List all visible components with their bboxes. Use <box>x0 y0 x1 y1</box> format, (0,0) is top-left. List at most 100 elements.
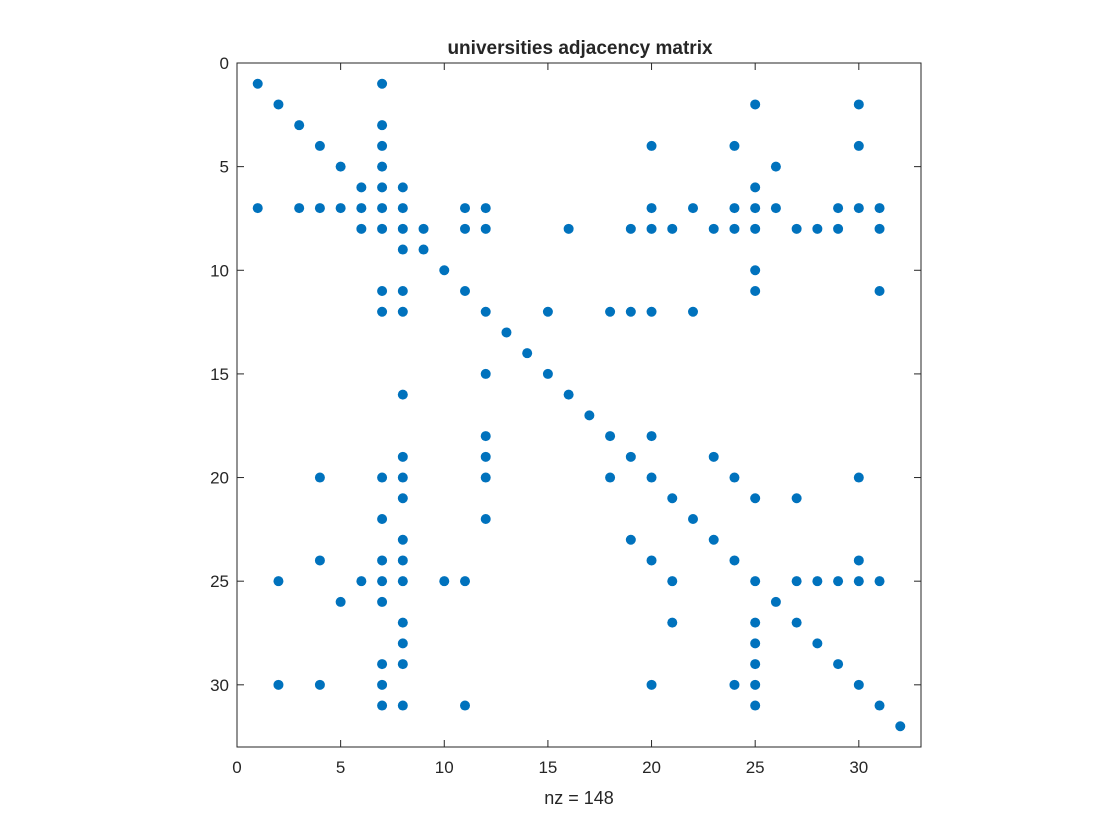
nonzero-point <box>646 203 657 214</box>
plot-area-frame <box>236 62 922 748</box>
nonzero-point <box>335 203 346 214</box>
nonzero-point <box>356 223 367 234</box>
nonzero-point <box>314 203 325 214</box>
nonzero-point <box>377 223 388 234</box>
nonzero-point <box>335 161 346 172</box>
nonzero-point <box>314 472 325 483</box>
nonzero-point <box>874 700 885 711</box>
nonzero-point <box>729 140 740 151</box>
nonzero-point <box>729 472 740 483</box>
nonzero-point <box>542 306 553 317</box>
x-axis-label: nz = 148 <box>544 788 614 808</box>
nonzero-point <box>563 223 574 234</box>
y-tick-label: 0 <box>220 54 229 73</box>
nonzero-point <box>542 368 553 379</box>
nonzero-point <box>480 451 491 462</box>
nonzero-point <box>397 555 408 566</box>
nonzero-point <box>791 576 802 587</box>
nonzero-point <box>791 493 802 504</box>
nonzero-point <box>874 286 885 296</box>
x-tick-label: 0 <box>232 758 241 777</box>
x-tick-label: 10 <box>435 758 454 777</box>
nonzero-point <box>397 306 408 317</box>
nonzero-point <box>874 576 885 587</box>
nonzero-point <box>833 223 844 234</box>
nonzero-point <box>625 451 636 462</box>
nonzero-point <box>397 472 408 483</box>
nonzero-point <box>356 182 367 193</box>
nonzero-point <box>853 140 864 151</box>
nonzero-point <box>377 161 388 172</box>
y-tick-label: 30 <box>210 676 229 695</box>
nonzero-point <box>377 203 388 214</box>
nonzero-point <box>853 203 864 214</box>
nonzero-point <box>791 617 802 628</box>
nonzero-point <box>377 596 388 607</box>
y-tick-label: 25 <box>210 572 229 591</box>
nonzero-point <box>750 203 761 214</box>
nonzero-point <box>646 140 657 151</box>
nonzero-point <box>791 223 802 234</box>
nonzero-point <box>377 659 388 670</box>
nonzero-point <box>273 99 284 110</box>
nonzero-point <box>480 223 491 234</box>
nonzero-point <box>397 617 408 628</box>
chart-title: universities adjacency matrix <box>447 38 713 59</box>
nonzero-point <box>314 140 325 151</box>
axis-ticks: 0 5 10 15 20 25 30 0 5 10 15 20 25 30 <box>210 54 921 777</box>
nonzero-point <box>377 78 388 89</box>
nonzero-point <box>397 389 408 400</box>
nonzero-point <box>646 472 657 483</box>
nonzero-point <box>377 555 388 566</box>
nonzero-point <box>377 679 388 690</box>
nonzero-point <box>729 223 740 234</box>
nonzero-point <box>853 99 864 110</box>
nonzero-point <box>377 700 388 711</box>
x-tick-label: 5 <box>336 758 345 777</box>
nonzero-point <box>397 182 408 193</box>
x-tick-label: 25 <box>746 758 765 777</box>
nonzero-point <box>397 493 408 504</box>
nonzero-point <box>874 203 885 214</box>
nonzero-point <box>480 514 491 524</box>
nonzero-point <box>480 472 491 483</box>
nonzero-point <box>750 700 761 711</box>
nonzero-point <box>812 576 823 587</box>
nonzero-point <box>770 161 781 172</box>
nonzero-point <box>750 265 761 276</box>
nonzero-point <box>833 576 844 587</box>
nonzero-point <box>397 659 408 670</box>
y-tick-label: 10 <box>210 261 229 280</box>
nonzero-point <box>377 140 388 151</box>
nonzero-point <box>460 576 470 587</box>
nonzero-point <box>418 244 429 255</box>
nonzero-point <box>750 659 761 670</box>
nonzero-point <box>708 534 719 545</box>
nonzero-point <box>377 286 388 296</box>
nonzero-point <box>729 555 740 566</box>
nonzero-point <box>335 596 346 607</box>
nonzero-point <box>397 700 408 711</box>
nonzero-point <box>397 244 408 255</box>
nonzero-point <box>853 555 864 566</box>
nonzero-point <box>377 120 388 131</box>
x-tick-label: 20 <box>642 758 661 777</box>
nonzero-point <box>501 327 512 338</box>
nonzero-point <box>688 514 698 524</box>
nonzero-point <box>377 576 388 587</box>
nonzero-point <box>750 576 761 587</box>
nonzero-point <box>729 203 740 214</box>
nonzero-point <box>667 576 678 587</box>
nonzero-point <box>480 368 491 379</box>
nonzero-point <box>605 431 616 442</box>
nonzero-point <box>750 493 761 504</box>
nonzero-point <box>812 223 823 234</box>
nonzero-point <box>708 223 719 234</box>
nonzero-point <box>314 555 325 566</box>
nonzero-markers <box>252 78 906 732</box>
nonzero-point <box>770 596 781 607</box>
nonzero-point <box>605 472 616 483</box>
nonzero-point <box>397 203 408 214</box>
nonzero-point <box>750 679 761 690</box>
